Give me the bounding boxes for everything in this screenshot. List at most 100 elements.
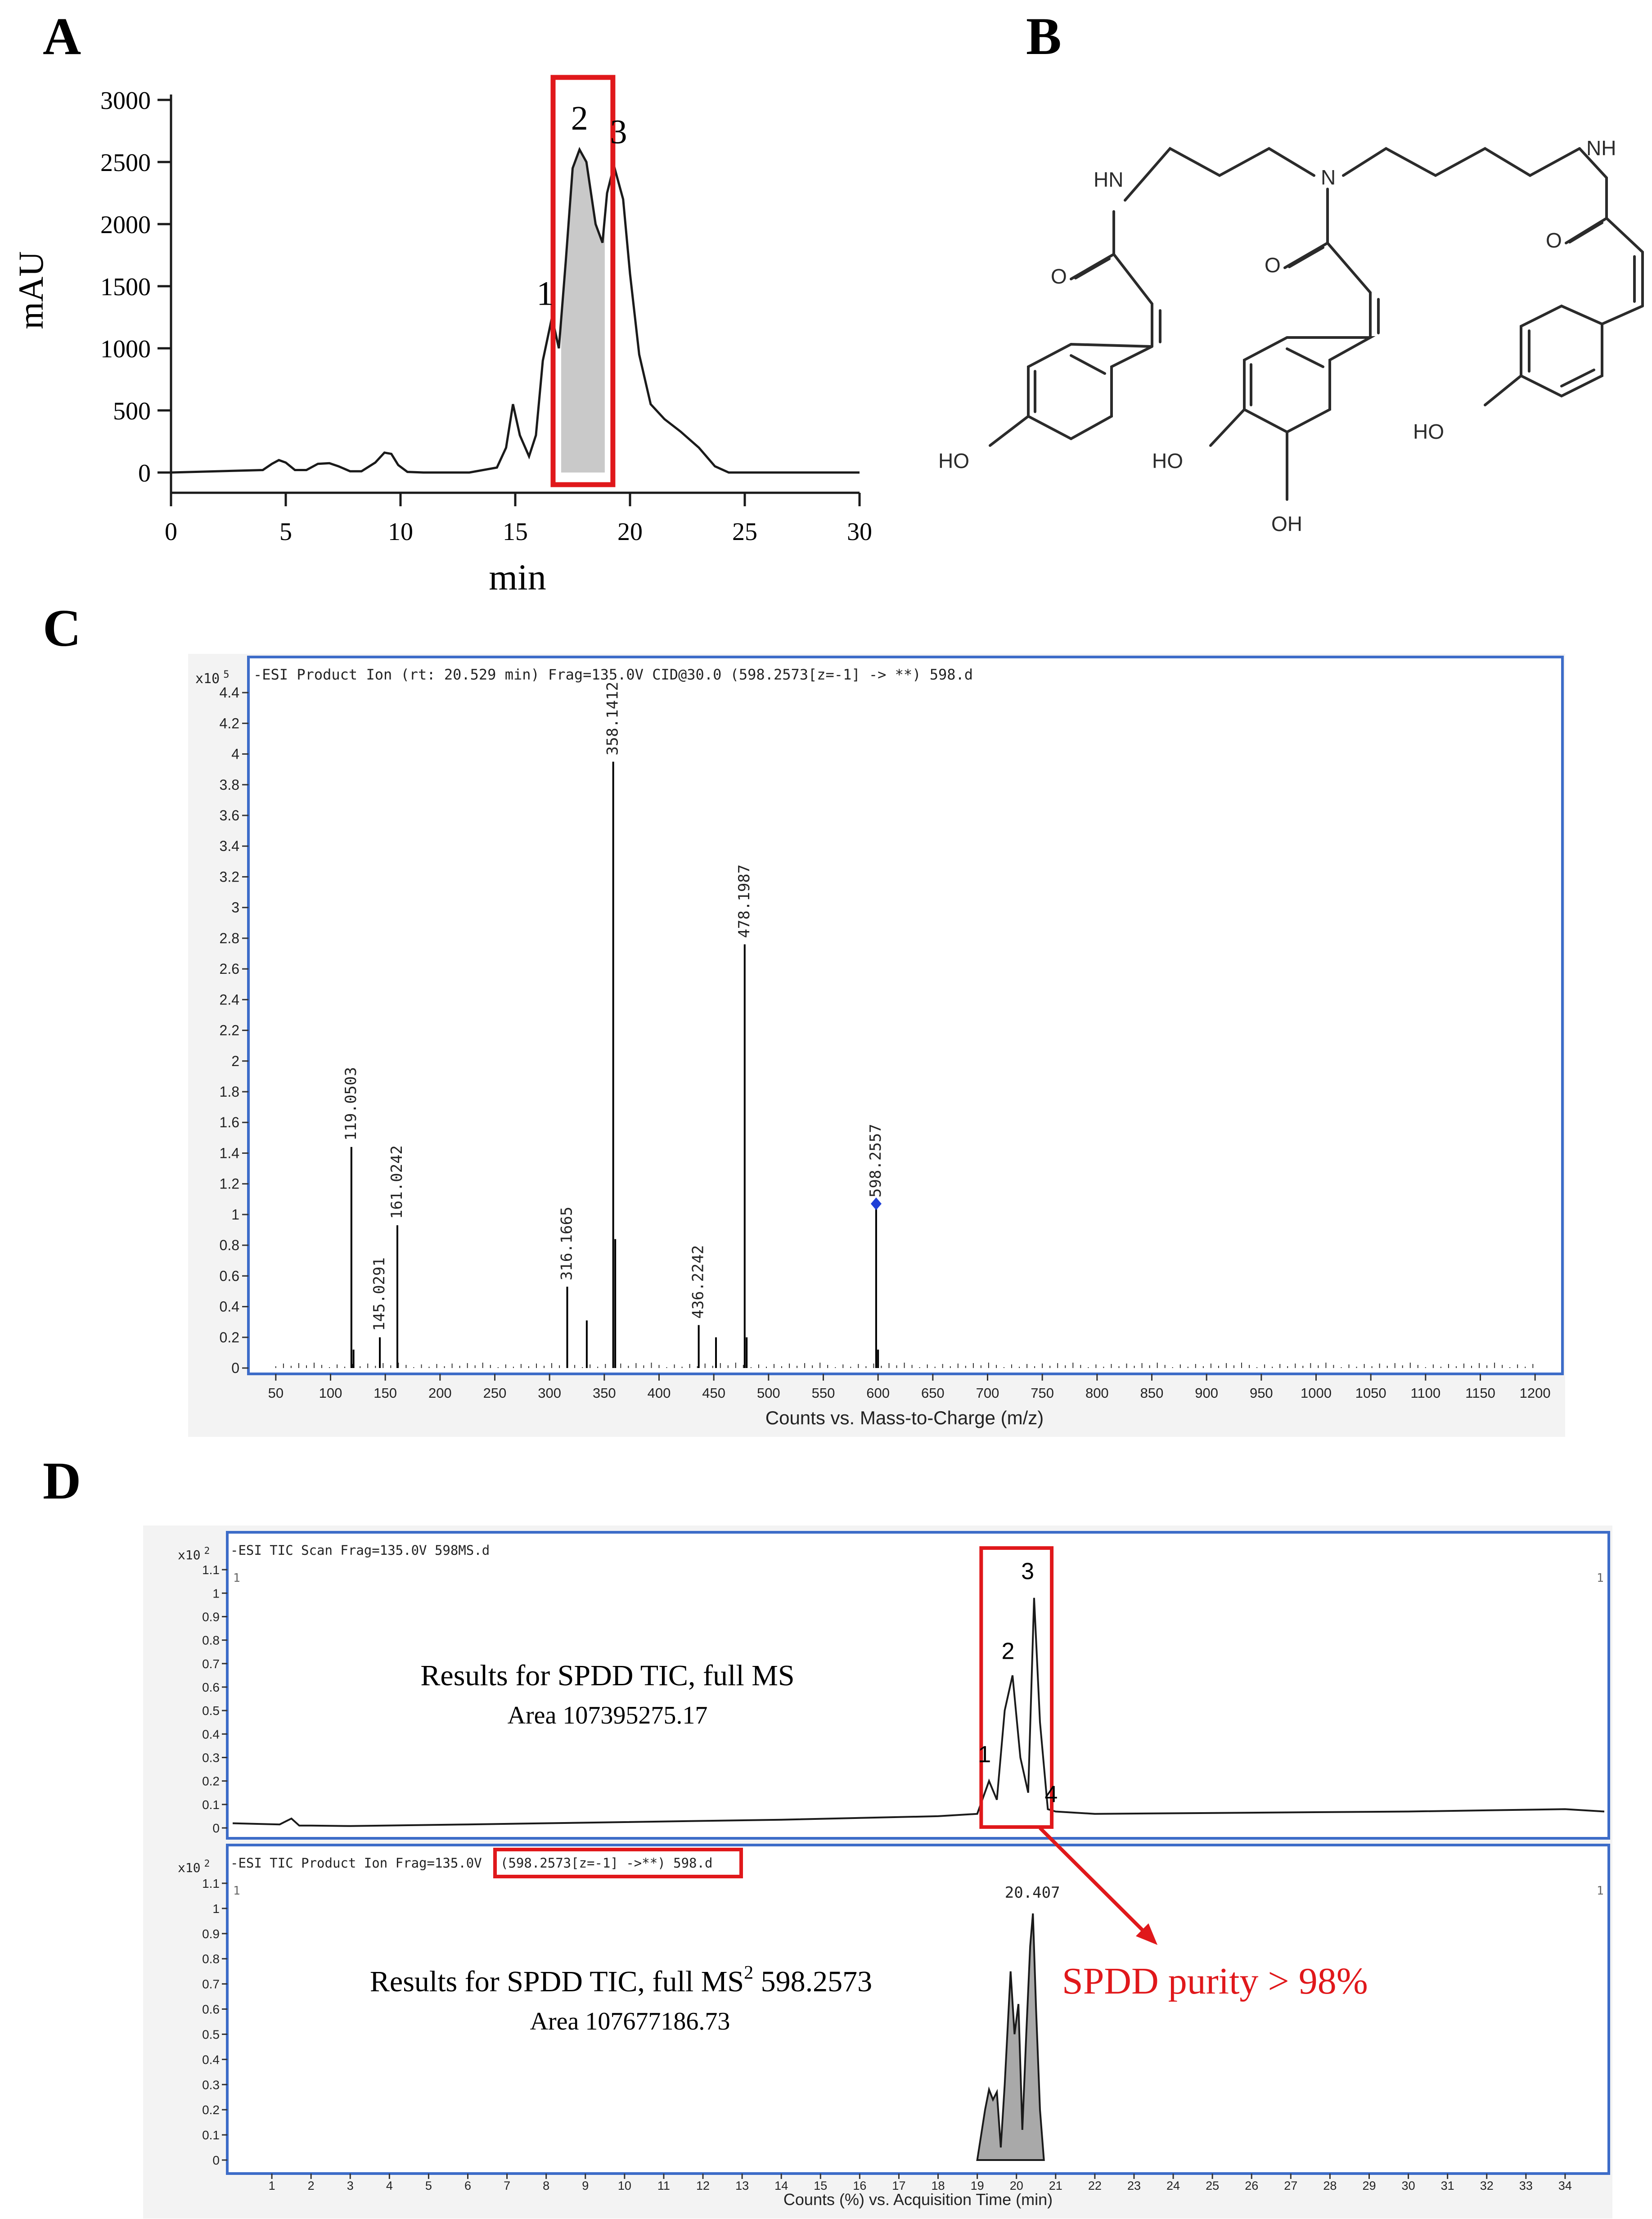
d-top-peak-label: 4 (1044, 1782, 1058, 1808)
d-top-y-tick-label: 0.6 (202, 1680, 220, 1694)
d-bottom-x-tick-label: 34 (1558, 2179, 1572, 2192)
c-y-tick-label: 4.4 (220, 684, 239, 701)
d-bottom-x-tick-label: 11 (657, 2179, 670, 2192)
c-x-tick-label: 1100 (1410, 1385, 1440, 1401)
c-x-tick-label: 1050 (1355, 1385, 1386, 1401)
panel-letter-d: D (43, 1451, 81, 1510)
d-bottom-x-tick-label: 10 (618, 2179, 631, 2192)
d-top-corner-left: 1 (233, 1571, 240, 1585)
d-bottom-x-axis-label: Counts (%) vs. Acquisition Time (min) (783, 2190, 1053, 2209)
d-top-y-tick-label: 0 (212, 1821, 220, 1835)
c-peak-label: 358.1412 (604, 682, 622, 756)
a-x-tick-label: 30 (847, 518, 872, 546)
c-y-tick-label: 3 (231, 900, 239, 916)
d-top-peak-label: 1 (978, 1742, 991, 1768)
d-bottom-x-tick-label: 6 (464, 2179, 471, 2192)
c-y-tick-label: 3.8 (220, 777, 239, 793)
d-top-y-tick-label: 1.1 (202, 1563, 220, 1577)
d-bottom-y-tick-label: 0.3 (202, 2078, 220, 2092)
panel-letter-a: A (43, 7, 81, 66)
a-x-tick-label: 10 (388, 518, 413, 546)
c-y-tick-label: 1.6 (220, 1114, 239, 1130)
d-bottom-corner-right: 1 (1597, 1884, 1604, 1898)
d-bottom-x-tick-label: 25 (1206, 2179, 1219, 2192)
d-bottom-x-tick-label: 17 (892, 2179, 905, 2192)
d-bottom-x-tick-label: 5 (425, 2179, 432, 2192)
d-bottom-y-tick-label: 0.6 (202, 2003, 220, 2016)
d-bottom-y-tick-label: 0.9 (202, 1927, 220, 1941)
b-ring-center (1243, 336, 1376, 434)
d-bottom-y-tick-label: 0 (212, 2153, 220, 2167)
a-y-tick-label: 2500 (100, 149, 151, 177)
d-top-peak-label: 3 (1021, 1558, 1034, 1584)
c-x-tick-label: 50 (268, 1385, 284, 1401)
b-cis-alkene-left (1112, 253, 1161, 348)
d-bottom-y-tick-label: 0.2 (202, 2103, 220, 2117)
a-highlight-box (550, 75, 616, 487)
d-bottom-y-tick-label: 0.1 (202, 2128, 220, 2142)
c-y-tick-label: 2 (231, 1053, 239, 1069)
c-x-tick-label: 800 (1085, 1385, 1109, 1401)
c-peak-label: 119.0503 (342, 1067, 360, 1141)
c-x-tick-label: 150 (374, 1385, 397, 1401)
panel-c-ms2-spectrum: -ESI Product Ion (rt: 20.529 min) Frag=1… (188, 654, 1565, 1437)
c-title: -ESI Product Ion (rt: 20.529 min) Frag=1… (253, 666, 973, 683)
d-red-arrow-head (1135, 1923, 1158, 1945)
c-y-tick-label: 2.4 (220, 991, 239, 1008)
b-label-ho-center: HO (1152, 449, 1183, 473)
c-x-tick-label: 250 (483, 1385, 507, 1401)
d-bottom-x-tick-label: 21 (1049, 2179, 1062, 2192)
d-bottom-x-tick-label: 2 (308, 2179, 315, 2192)
c-y-tick-label: 3.2 (220, 869, 239, 885)
c-x-tick-label: 750 (1031, 1385, 1054, 1401)
d-bottom-title-prefix: -ESI TIC Product Ion Frag=135.0V (230, 1855, 482, 1871)
d-bottom-x-tick-label: 13 (735, 2179, 749, 2192)
d-top-y-tick-label: 0.8 (202, 1634, 220, 1647)
d-bottom-annotation-post: 598.2573 (753, 1965, 872, 1998)
d-bottom-x-tick-label: 29 (1362, 2179, 1376, 2192)
b-label-nh: NH (1586, 136, 1616, 160)
d-bottom-x-tick-label: 9 (582, 2179, 589, 2192)
a-x-tick-label: 5 (279, 518, 292, 546)
d-bottom-title-highlight-box (493, 1848, 743, 1878)
c-x-tick-label: 350 (593, 1385, 616, 1401)
d-top-y-tick-label: 0.5 (202, 1704, 220, 1718)
d-bottom-y-multiplier: x10 2 (178, 1858, 210, 1875)
panel-b-chemical-structure (989, 147, 1644, 501)
panel-a-chromatogram: 0 500 1000 1500 2000 2500 3000 0 5 10 15 20 25 30 1 2… (11, 75, 872, 598)
a-highlight-fill (561, 149, 605, 473)
a-x-tick-label: 20 (617, 518, 643, 546)
c-y-tick-label: 0.4 (220, 1299, 239, 1315)
c-y-tick-label: 1 (231, 1206, 239, 1223)
c-y-tick-label: 0.6 (220, 1268, 239, 1284)
a-y-axis-label: mAU (11, 251, 50, 329)
d-bottom-annotation-sup: 2 (744, 1962, 753, 1983)
c-peak-label: 436.2242 (689, 1245, 707, 1319)
panel-letter-b: B (1026, 7, 1062, 66)
c-x-tick-label: 900 (1195, 1385, 1218, 1401)
c-y-tick-label: 1.8 (220, 1084, 239, 1100)
d-bottom-x-tick-label: 24 (1166, 2179, 1180, 2192)
d-bottom-x-tick-label: 28 (1323, 2179, 1337, 2192)
c-x-tick-label: 700 (976, 1385, 999, 1401)
b-amide-left (1070, 210, 1115, 280)
b-ring-right (1520, 304, 1644, 398)
b-atom-labels: HN N NH O O O HO HO OH HO (938, 136, 1616, 536)
d-top-y-multiplier: x10 2 (178, 1545, 210, 1562)
c-x-tick-label: 600 (866, 1385, 890, 1401)
d-bottom-y-tick-label: 1 (212, 1902, 220, 1916)
d-bottom-x-tick-label: 8 (543, 2179, 549, 2192)
a-x-tick-label: 15 (503, 518, 528, 546)
b-amide-center (1283, 188, 1329, 269)
d-top-y-tick-label: 0.4 (202, 1727, 220, 1741)
b-label-o-right: O (1546, 229, 1562, 252)
d-bottom-x-tick-label: 33 (1519, 2179, 1533, 2192)
d-bottom-x-tick-label: 23 (1127, 2179, 1141, 2192)
c-x-tick-label: 950 (1250, 1385, 1273, 1401)
c-peak-label: 145.0291 (370, 1257, 388, 1331)
a-y-tick-label: 2000 (100, 211, 151, 239)
d-bottom-title-boxed: (598.2573[z=-1] ->**) 598.d (500, 1855, 712, 1871)
c-peak-label: 161.0242 (388, 1145, 406, 1219)
c-peak-label: 598.2557 (867, 1124, 885, 1197)
d-top-y-tick-label: 0.3 (202, 1751, 220, 1764)
